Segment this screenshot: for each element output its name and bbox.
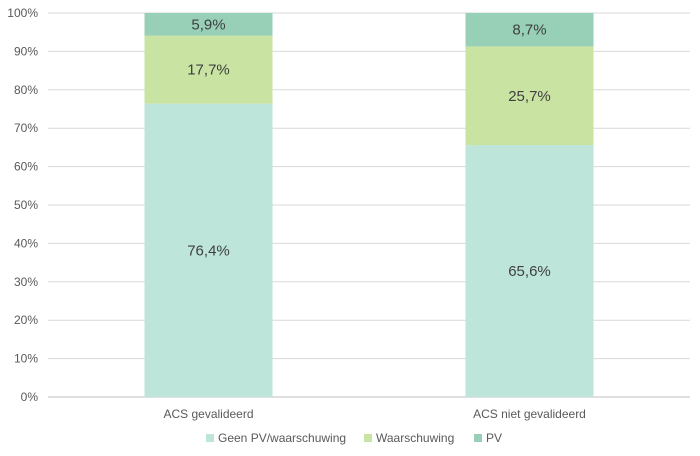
data-label: 17,7% [187,62,230,79]
bar-segment [144,103,273,398]
y-tick-label: 40% [14,236,38,250]
data-label: 76,4% [187,242,230,259]
data-label: 5,9% [191,16,225,33]
y-tick-label: 20% [14,313,38,327]
x-tick-label: ACS niet gevalideerd [473,407,586,421]
data-label: 25,7% [508,88,551,105]
bar-segment [465,145,594,397]
data-label: 8,7% [512,22,546,39]
legend-swatch [364,434,372,442]
bars: 76,4% 17,7% 5,9% 65,6% 25,7% 8,7% [144,13,594,398]
y-tick-label: 80% [14,83,38,97]
y-tick-label: 50% [14,198,38,212]
legend-label: Geen PV/waarschuwing [218,431,346,445]
y-tick-label: 90% [14,44,38,58]
y-tick-label: 100% [7,6,38,20]
bar-segment [465,46,594,146]
bar-segment [465,13,594,47]
legend-swatch [474,434,482,442]
y-tick-label: 30% [14,275,38,289]
bar-segment [144,35,273,104]
y-tick-label: 10% [14,352,38,366]
x-axis: ACS gevalideerd ACS niet gevalideerd [163,407,585,421]
legend-label: PV [486,431,502,445]
legend-label: Waarschuwing [376,431,454,445]
y-axis: 0% 10% 20% 30% 40% 50% 60% 70% 80% 90% 100% [7,6,38,404]
data-label: 65,6% [508,263,551,280]
gridlines [48,12,690,398]
y-tick-label: 70% [14,121,38,135]
bar-segment [144,13,273,36]
y-tick-label: 0% [21,390,39,404]
x-tick-label: ACS gevalideerd [163,407,253,421]
legend-swatch [206,434,214,442]
legend: Geen PV/waarschuwing Waarschuwing PV [206,431,502,445]
y-tick-label: 60% [14,160,38,174]
